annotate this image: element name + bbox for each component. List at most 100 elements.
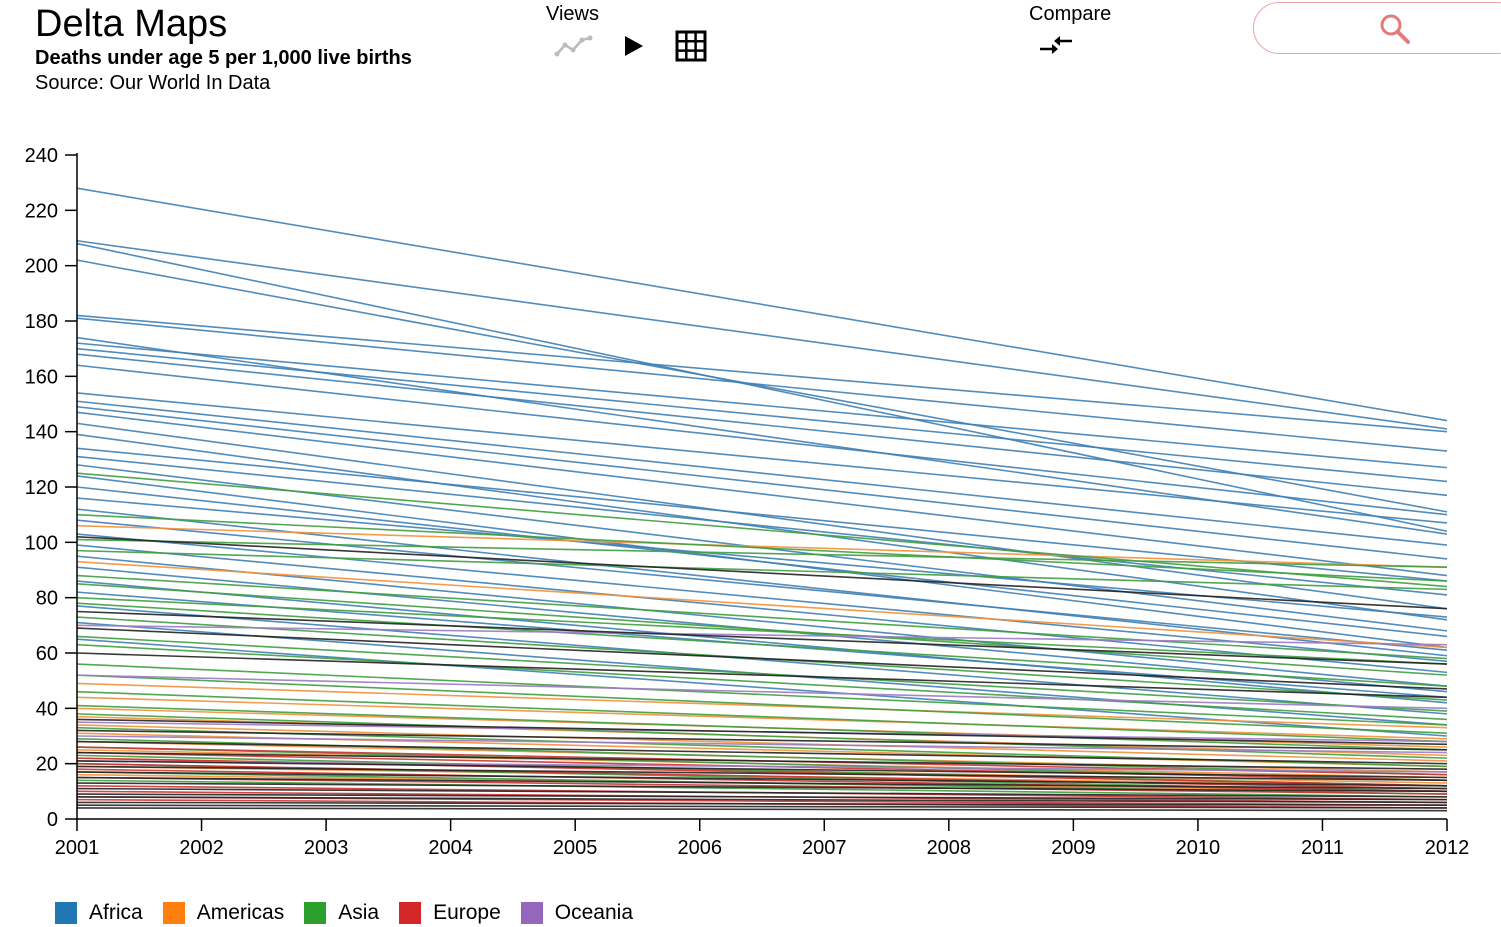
series-line-africa-4 [76,314,1448,433]
series-line-other-93 [76,760,1448,779]
legend-label: Oceania [554,901,634,924]
search-input[interactable] [1278,15,1382,45]
series-line-oceania-80 [76,624,1448,646]
series-line-africa-12 [76,400,1448,546]
chart-legend: Africa Americas Asia Europe Oceania [55,901,653,925]
legend-label: Europe [433,901,501,924]
legend-item-americas[interactable]: Americas [162,901,285,925]
series-line-asia-50 [76,549,1448,591]
search-box[interactable] [1253,2,1501,54]
series-line-asia-51 [76,574,1448,660]
series-line-asia-69 [76,779,1448,798]
series-line-asia-58 [76,663,1448,726]
legend-item-europe[interactable]: Europe [399,901,501,925]
series-line-other-87 [76,627,1448,690]
x-tick-label: 2005 [553,837,598,859]
series-line-africa-13 [76,405,1448,560]
x-tick-label: 2002 [179,837,224,859]
series-line-oceania-83 [76,735,1448,754]
series-line-africa-14 [76,411,1448,577]
series-line-americas-36 [76,682,1448,729]
series-line-africa-11 [76,392,1448,524]
series-line-other-91 [76,740,1448,765]
x-tick-label: 2003 [304,837,349,859]
series-line-africa-31 [76,605,1448,715]
chart-axes: 0 20 40 60 80 100 120 140 160 180 200 220 240 2001 200… [25,145,1470,859]
series-line-other-96 [76,776,1448,790]
series-line-africa-0 [76,187,1448,422]
series-line-other-95 [76,771,1448,787]
chart-subtitle: Deaths under age 5 per 1,000 live births [35,47,412,69]
y-tick-label: 180 [25,311,58,333]
x-tick-label: 2010 [1176,837,1221,859]
x-tick-label: 2008 [927,837,972,859]
series-line-africa-10 [76,364,1448,516]
legend-swatch [520,902,543,924]
legend-item-oceania[interactable]: Oceania [520,901,634,925]
series-line-oceania-84 [76,760,1448,773]
series-line-africa-27 [76,555,1448,687]
y-tick-label: 80 [36,588,58,610]
series-line-africa-5 [76,317,1448,452]
x-tick-label: 2004 [428,837,473,859]
series-line-europe-75 [76,776,1448,795]
series-line-africa-2 [76,242,1448,533]
legend-label: Americas [196,901,285,924]
chart-plot: 0 20 40 60 80 100 120 140 160 180 200 220 240 2001 200… [25,145,1470,859]
series-line-asia-62 [76,713,1448,759]
y-tick-label: 240 [25,145,58,167]
series-line-africa-24 [76,519,1448,652]
x-tick-label: 2001 [55,837,100,859]
series-line-africa-29 [76,580,1448,704]
y-tick-label: 120 [25,477,58,499]
series-line-other-100 [76,796,1448,804]
series-line-asia-48 [76,513,1448,582]
data-source: Source: Our World In Data [35,72,271,94]
series-line-other-88 [76,652,1448,699]
y-tick-label: 40 [36,698,58,720]
series-line-asia-53 [76,596,1448,665]
series-line-africa-3 [76,259,1448,513]
line-chart-icon[interactable] [554,32,594,58]
series-line-africa-21 [76,486,1448,638]
series-line-oceania-81 [76,674,1448,710]
series-line-other-99 [76,793,1448,801]
search-icon[interactable] [1378,12,1412,46]
series-line-africa-23 [76,508,1448,657]
chart-lines [76,187,1448,812]
legend-item-asia[interactable]: Asia [304,901,379,925]
series-line-africa-15 [76,422,1448,610]
series-line-africa-7 [76,342,1448,469]
compare-arrows-icon[interactable] [1038,32,1074,58]
series-line-other-94 [76,765,1448,782]
y-tick-label: 140 [25,422,58,444]
series-line-asia-49 [76,538,1448,569]
series-line-americas-35 [76,560,1448,649]
series-line-asia-61 [76,704,1448,751]
series-line-asia-54 [76,602,1448,687]
legend-swatch [304,902,327,924]
x-tick-label: 2012 [1425,837,1470,859]
x-tick-label: 2007 [802,837,847,859]
series-line-asia-57 [76,643,1448,721]
legend-label: Asia [338,901,380,924]
legend-item-africa[interactable]: Africa [55,901,143,925]
y-tick-label: 220 [25,200,58,222]
series-line-africa-18 [76,455,1448,596]
y-tick-label: 160 [25,366,58,388]
series-line-asia-59 [76,674,1448,735]
play-icon[interactable] [623,34,645,58]
series-line-europe-73 [76,762,1448,790]
grid-icon[interactable] [674,29,708,63]
x-tick-label: 2011 [1301,837,1344,859]
series-line-americas-34 [76,524,1448,569]
series-line-other-90 [76,729,1448,751]
legend-swatch [162,902,185,924]
x-tick-label: 2006 [677,837,722,859]
legend-swatch [55,902,77,924]
x-tick-label: 2009 [1051,837,1096,859]
page-title: Delta Maps [35,3,228,45]
series-line-asia-47 [76,472,1448,588]
series-line-other-103 [76,807,1448,812]
y-tick-label: 20 [36,754,58,776]
